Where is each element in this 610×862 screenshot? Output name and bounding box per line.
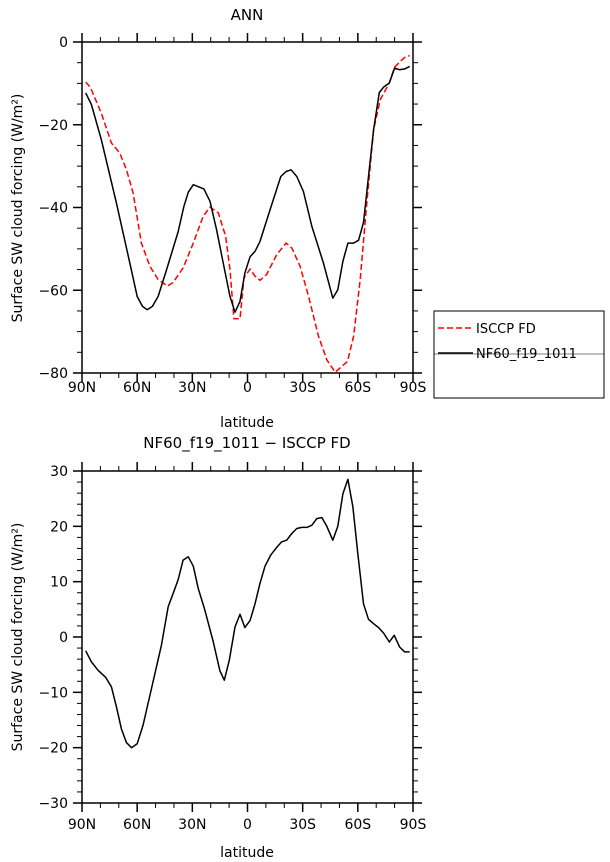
x-tick-label: 60S bbox=[344, 817, 371, 833]
legend-box bbox=[433, 310, 605, 399]
bottom-panel: NF60_f19_1011 − ISCCP FD latitude Surfac… bbox=[10, 434, 426, 861]
y-tick-label: −60 bbox=[38, 283, 68, 299]
legend-label-isccp: ISCCP FD bbox=[476, 322, 536, 337]
x-tick-label: 90S bbox=[400, 380, 427, 396]
x-tick-label: 90S bbox=[400, 817, 427, 833]
bottom-panel-title: NF60_f19_1011 − ISCCP FD bbox=[143, 434, 350, 453]
x-tick-label: 0 bbox=[243, 380, 252, 396]
y-tick-label: −20 bbox=[38, 118, 68, 134]
y-tick-label: 20 bbox=[50, 519, 68, 535]
y-tick-label: −10 bbox=[38, 685, 68, 701]
legend-label-model: NF60_f19_1011 bbox=[476, 347, 577, 362]
y-tick-label: −80 bbox=[38, 366, 68, 382]
y-tick-label: 0 bbox=[59, 35, 68, 51]
x-tick-label: 0 bbox=[243, 817, 252, 833]
x-tick-label: 60S bbox=[344, 380, 371, 396]
x-tick-label: 90N bbox=[68, 817, 96, 833]
y-tick-label: 10 bbox=[50, 575, 68, 591]
y-tick-label: −30 bbox=[38, 796, 68, 812]
bottom-series bbox=[85, 478, 410, 749]
top-panel-title: ANN bbox=[231, 6, 264, 24]
x-tick-label: 60N bbox=[123, 380, 151, 396]
x-tick-label: 30S bbox=[289, 817, 316, 833]
top-ticks: 90N 60N 30N 0 30S 60S 90S 0 −20 −40 −60 −80 bbox=[38, 33, 426, 396]
top-x-axis-label: latitude bbox=[220, 415, 274, 431]
bottom-ticks: 90N 60N 30N 0 30S 60S 90S 30 20 10 0 −10 −20 −30 bbox=[38, 462, 426, 833]
x-tick-label: 90N bbox=[68, 380, 96, 396]
y-tick-label: −20 bbox=[38, 741, 68, 757]
top-series bbox=[85, 54, 411, 373]
series-line-nf60-f19-1011 bbox=[85, 65, 411, 313]
y-tick-label: 30 bbox=[50, 464, 68, 480]
x-tick-label: 30N bbox=[178, 817, 206, 833]
bottom-x-axis-label: latitude bbox=[220, 845, 274, 861]
x-tick-label: 60N bbox=[123, 817, 151, 833]
y-tick-label: 0 bbox=[59, 630, 68, 646]
x-tick-label: 30S bbox=[289, 380, 316, 396]
x-tick-label: 30N bbox=[178, 380, 206, 396]
top-panel: ANN latitude Surface SW cloud forcing (W… bbox=[10, 6, 426, 431]
y-tick-label: −40 bbox=[38, 201, 68, 217]
series-line-nf60-f19-1011-isccp-fd bbox=[85, 478, 410, 749]
series-line-isccp-fd bbox=[85, 54, 410, 373]
bottom-y-axis-label: Surface SW cloud forcing (W/m²) bbox=[10, 523, 26, 752]
legend: ISCCP FD NF60_f19_1011 bbox=[433, 310, 605, 399]
bottom-plot-frame bbox=[81, 470, 414, 804]
top-y-axis-label: Surface SW cloud forcing (W/m²) bbox=[10, 94, 26, 323]
top-plot-frame bbox=[81, 41, 414, 374]
